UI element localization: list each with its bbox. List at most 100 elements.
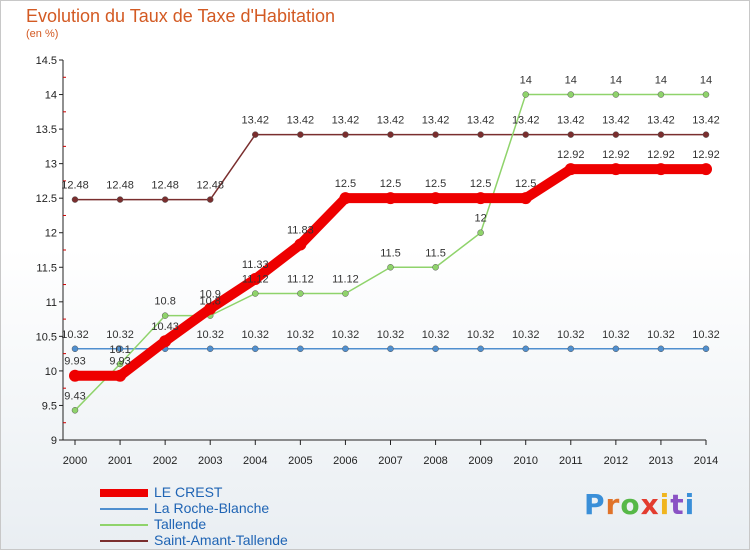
legend-label-tallende: Tallende: [154, 516, 207, 532]
legend-label-la-roche-blanche: La Roche-Blanche: [154, 500, 270, 516]
y-tick-label: 12: [45, 228, 57, 240]
data-point-saint-amant-tallende: [206, 196, 214, 203]
logo-letter: P: [584, 488, 606, 521]
data-point-le-crest: [429, 192, 442, 205]
legend-label-saint-amant-tallende: Saint-Amant-Tallende: [154, 532, 288, 548]
y-tick-label: 10.5: [36, 331, 57, 343]
data-label-tallende: 12: [475, 213, 487, 225]
data-label-le-crest: 12.92: [692, 149, 720, 161]
data-label-tallende: 14: [565, 75, 577, 87]
data-point-la-roche-blanche: [477, 345, 484, 353]
data-label-tallende: 9.43: [64, 390, 85, 402]
data-label-la-roche-blanche: 10.32: [422, 329, 450, 341]
data-label-saint-amant-tallende: 13.42: [647, 115, 675, 127]
data-point-le-crest: [114, 369, 127, 382]
data-point-le-crest: [294, 238, 307, 251]
data-label-saint-amant-tallende: 13.42: [377, 115, 405, 127]
data-label-tallende: 11.5: [380, 247, 401, 259]
data-label-saint-amant-tallende: 13.42: [242, 115, 270, 127]
legend-swatch-la-roche-blanche: [100, 508, 148, 510]
data-point-le-crest: [339, 192, 352, 205]
data-label-saint-amant-tallende: 13.42: [512, 115, 540, 127]
data-label-la-roche-blanche: 10.32: [602, 329, 630, 341]
data-label-tallende: 10.1: [109, 344, 130, 356]
data-point-le-crest: [564, 163, 577, 176]
data-label-saint-amant-tallende: 13.42: [602, 115, 630, 127]
data-point-le-crest: [609, 163, 622, 176]
data-point-la-roche-blanche: [206, 345, 214, 353]
data-label-la-roche-blanche: 10.32: [512, 329, 540, 341]
y-tick-label: 13: [45, 159, 57, 171]
logo-letter: i: [684, 488, 696, 521]
data-point-la-roche-blanche: [432, 345, 439, 353]
data-label-la-roche-blanche: 10.32: [61, 329, 89, 341]
data-label-la-roche-blanche: 10.32: [242, 329, 270, 341]
data-label-saint-amant-tallende: 13.42: [692, 115, 720, 127]
data-label-la-roche-blanche: 10.32: [557, 329, 585, 341]
data-point-saint-amant-tallende: [567, 131, 575, 138]
data-point-le-crest: [204, 302, 217, 315]
x-tick-label: 2012: [604, 455, 628, 467]
data-label-le-crest: 9.93: [64, 356, 85, 368]
data-label-tallende: 11.12: [332, 274, 359, 286]
data-point-le-crest: [700, 163, 712, 176]
x-tick-label: 2013: [649, 455, 673, 467]
data-point-tallende: [342, 290, 349, 297]
data-label-tallende: 11.12: [287, 274, 314, 286]
data-label-la-roche-blanche: 10.32: [196, 329, 224, 341]
data-point-la-roche-blanche: [612, 345, 620, 353]
data-point-saint-amant-tallende: [71, 196, 79, 203]
data-label-la-roche-blanche: 10.32: [332, 329, 360, 341]
x-tick-label: 2011: [559, 455, 583, 467]
data-label-la-roche-blanche: 10.32: [692, 329, 720, 341]
legend-item-saint-amant-tallende: Saint-Amant-Tallende: [100, 532, 420, 549]
data-point-tallende: [71, 407, 79, 414]
data-label-le-crest: 12.92: [647, 149, 675, 161]
y-tick-label: 14.5: [36, 55, 57, 67]
data-label-la-roche-blanche: 10.32: [377, 329, 405, 341]
data-point-tallende: [161, 312, 169, 319]
data-point-tallende: [567, 91, 575, 98]
data-label-la-roche-blanche: 10.32: [106, 329, 134, 341]
data-label-tallende: 10.8: [154, 296, 175, 308]
data-label-tallende: 11.5: [425, 247, 446, 259]
legend-swatch-saint-amant-tallende: [100, 540, 148, 542]
data-point-saint-amant-tallende: [252, 131, 259, 138]
data-point-saint-amant-tallende: [612, 131, 620, 138]
data-label-le-crest: 12.92: [602, 149, 630, 161]
x-tick-label: 2000: [63, 455, 87, 467]
data-label-le-crest: 11.83: [287, 224, 314, 236]
data-point-le-crest: [474, 192, 487, 205]
data-label-le-crest: 12.5: [515, 178, 536, 190]
legend-item-le-crest: LE CREST: [100, 484, 420, 501]
logo-letter: t: [670, 488, 685, 521]
data-label-le-crest: 12.5: [335, 178, 356, 190]
data-label-saint-amant-tallende: 13.42: [467, 115, 495, 127]
data-label-tallende: 14: [520, 75, 532, 87]
x-tick-label: 2003: [198, 455, 222, 467]
y-tick-label: 9.5: [42, 400, 57, 412]
data-label-saint-amant-tallende: 13.42: [287, 115, 315, 127]
data-label-saint-amant-tallende: 12.48: [151, 180, 179, 192]
data-label-la-roche-blanche: 10.32: [287, 329, 315, 341]
data-point-la-roche-blanche: [71, 345, 79, 353]
legend-swatch-tallende: [100, 524, 148, 526]
data-point-le-crest: [384, 192, 397, 205]
data-label-le-crest: 12.5: [380, 178, 401, 190]
data-label-le-crest: 11.33: [242, 259, 269, 271]
logo-letter: o: [620, 488, 641, 521]
data-point-la-roche-blanche: [342, 345, 349, 353]
data-point-saint-amant-tallende: [161, 196, 169, 203]
data-point-saint-amant-tallende: [432, 131, 439, 138]
data-point-tallende: [252, 290, 259, 297]
data-point-tallende: [432, 264, 439, 271]
x-tick-label: 2002: [153, 455, 177, 467]
x-tick-label: 2010: [513, 455, 537, 467]
data-label-le-crest: 12.92: [557, 149, 585, 161]
y-tick-label: 10: [45, 366, 57, 378]
data-label-le-crest: 10.9: [200, 289, 221, 301]
data-point-tallende: [702, 91, 710, 98]
y-tick-label: 11.5: [36, 262, 57, 274]
y-tick-label: 11: [46, 297, 57, 309]
